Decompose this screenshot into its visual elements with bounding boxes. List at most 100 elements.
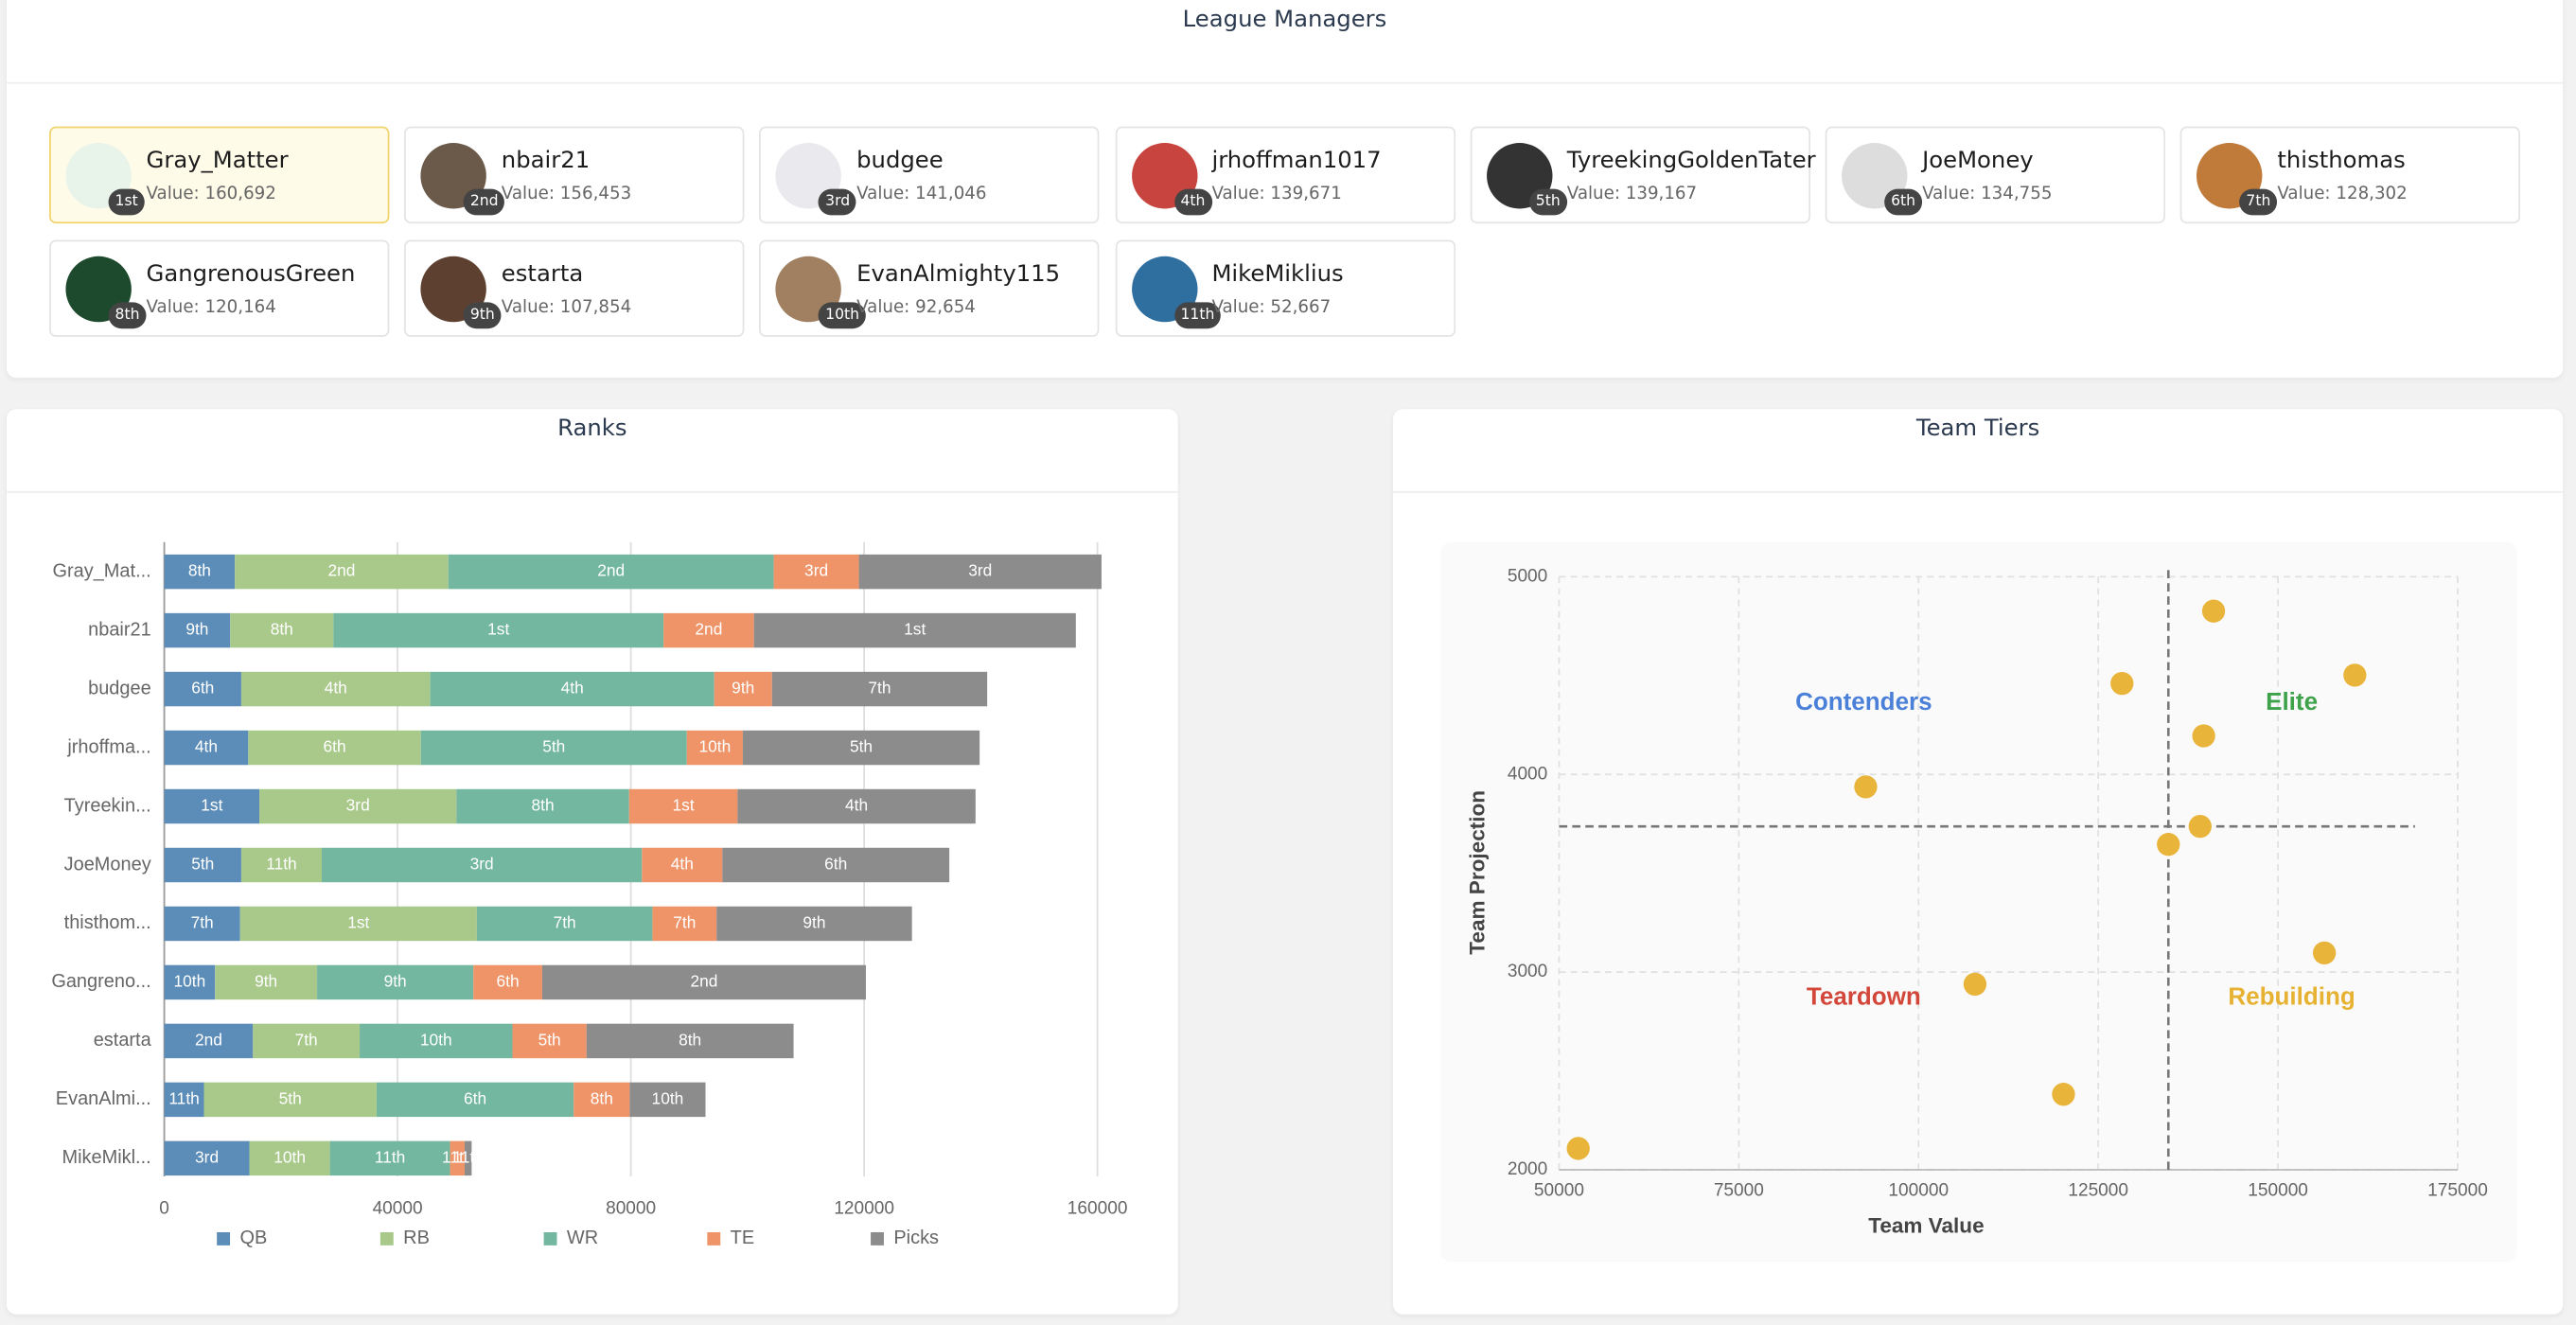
bar-label: 11th [266, 855, 296, 874]
bar-segment [476, 906, 653, 942]
manager-card[interactable]: 5th TyreekingGoldenTater Value: 139,167 [1470, 126, 1816, 224]
legend-label: WR [567, 1228, 598, 1248]
manager-value: Value: 52,667 [1211, 297, 1332, 318]
bar-segment [203, 1082, 377, 1118]
bar-segment [321, 847, 643, 883]
bar-segment [164, 1023, 254, 1059]
manager-name: Gray_Matter [146, 148, 289, 175]
bar-label: 5th [538, 1030, 561, 1049]
x-tick-label: 75000 [1714, 1181, 1764, 1201]
manager-value: Value: 107,854 [501, 297, 632, 318]
rank-badge: 5th [1528, 188, 1567, 216]
bar-label: 10th [174, 972, 206, 991]
bar-segment [329, 1140, 450, 1176]
manager-value: Value: 156,453 [501, 184, 632, 204]
bar-label: 2nd [327, 561, 355, 580]
bar-label: 3rd [346, 796, 370, 815]
x-tick-label: 40000 [373, 1199, 423, 1219]
panel-title: Team Tiers [1915, 415, 2040, 442]
bar-label: 2nd [695, 620, 722, 639]
bar-segment [722, 847, 950, 883]
y-tick-label: MikeMikl... [62, 1147, 150, 1168]
manager-card[interactable]: 2nd nbair21 Value: 156,453 [404, 126, 745, 224]
bar-label: 2nd [195, 1030, 222, 1049]
bar-segment [586, 1023, 794, 1059]
bar-segment [164, 964, 216, 1000]
bar-segment [164, 847, 241, 883]
bar-label: 6th [191, 679, 214, 698]
manager-card[interactable]: 7th thisthomas Value: 128,302 [2179, 126, 2521, 224]
bar-segment [686, 730, 743, 766]
bar-segment [164, 1082, 204, 1118]
manager-value: Value: 134,755 [1922, 184, 2053, 204]
x-tick-label: 175000 [2427, 1181, 2488, 1201]
bar-label: 8th [591, 1088, 613, 1107]
manager-value: Value: 160,692 [146, 184, 276, 204]
bar-segment [742, 730, 980, 766]
bar-segment [753, 612, 1076, 648]
bar-segment [448, 554, 774, 590]
point [1566, 1137, 1590, 1160]
bar-segment [858, 554, 1102, 590]
point [2192, 724, 2215, 748]
manager-card[interactable]: 3rd budgee Value: 141,046 [759, 126, 1101, 224]
bar-segment [259, 788, 457, 824]
y-tick-label: thisthom... [64, 912, 151, 933]
rank-badge: 8th [108, 302, 147, 329]
bar-label: 5th [191, 855, 214, 874]
manager-card[interactable]: 4th jrhoffman1017 Value: 139,671 [1115, 126, 1456, 224]
manager-value: Value: 139,671 [1211, 184, 1342, 204]
manager-value: Value: 120,164 [146, 297, 276, 318]
point [1854, 775, 1878, 799]
manager-card[interactable]: 9th estarta Value: 107,854 [404, 239, 745, 337]
rank-badge: 2nd [463, 188, 505, 216]
x-tick-label: 120000 [834, 1199, 894, 1219]
quadrant-label: Rebuilding [2228, 981, 2355, 1010]
plot-background [1440, 541, 2517, 1263]
x-tick-label: 0 [159, 1199, 169, 1219]
bar-label: 7th [191, 913, 214, 932]
manager-card[interactable]: 6th JoeMoney Value: 134,755 [1825, 126, 2166, 224]
bar-segment [376, 1082, 574, 1118]
manager-card[interactable]: 8th GangrenousGreen Value: 120,164 [49, 239, 390, 337]
y-tick-label: estarta [94, 1030, 152, 1051]
bar-segment [240, 847, 322, 883]
bar-segment [430, 671, 715, 707]
manager-card[interactable]: 1st Gray_Matter Value: 160,692 [49, 126, 390, 224]
y-tick-label: JoeMoney [64, 854, 151, 874]
manager-card[interactable]: 10th EvanAlmighty115 Value: 92,654 [759, 239, 1101, 337]
rank-badge: 7th [2239, 188, 2278, 216]
manager-name: nbair21 [501, 148, 591, 175]
manager-name: thisthomas [2277, 148, 2406, 175]
bar-segment [541, 964, 866, 1000]
bar-segment [464, 1140, 472, 1176]
bar-label: 3rd [804, 561, 828, 580]
manager-card[interactable]: 11th MikeMiklius Value: 52,667 [1115, 239, 1456, 337]
bar-label: 7th [868, 679, 891, 698]
manager-name: EvanAlmighty115 [856, 261, 1061, 288]
bar-label: 1st [347, 913, 369, 932]
bar-label: 1st [904, 620, 926, 639]
bar-segment [512, 1023, 587, 1059]
x-tick-label: 125000 [2068, 1181, 2128, 1201]
y-tick-label: 4000 [1508, 764, 1547, 784]
y-tick-label: jrhoffma... [66, 736, 150, 757]
bar-label: 4th [195, 737, 218, 756]
bar-segment [317, 964, 474, 1000]
quadrant-label: Elite [2266, 687, 2318, 716]
point [2052, 1083, 2075, 1106]
quadrant-label: Contenders [1795, 687, 1932, 716]
bar-segment [164, 906, 240, 942]
legend-swatch [217, 1231, 231, 1246]
rank-badge: 3rd [819, 188, 857, 216]
bar-segment [663, 612, 754, 648]
bar-segment [714, 671, 772, 707]
bar-segment [333, 612, 664, 648]
bar-segment [249, 1140, 330, 1176]
rank-badge: 1st [108, 188, 145, 216]
bar-segment [773, 554, 859, 590]
bar-label: 9th [255, 972, 277, 991]
bar-segment [771, 671, 988, 707]
legend-swatch [871, 1231, 884, 1246]
